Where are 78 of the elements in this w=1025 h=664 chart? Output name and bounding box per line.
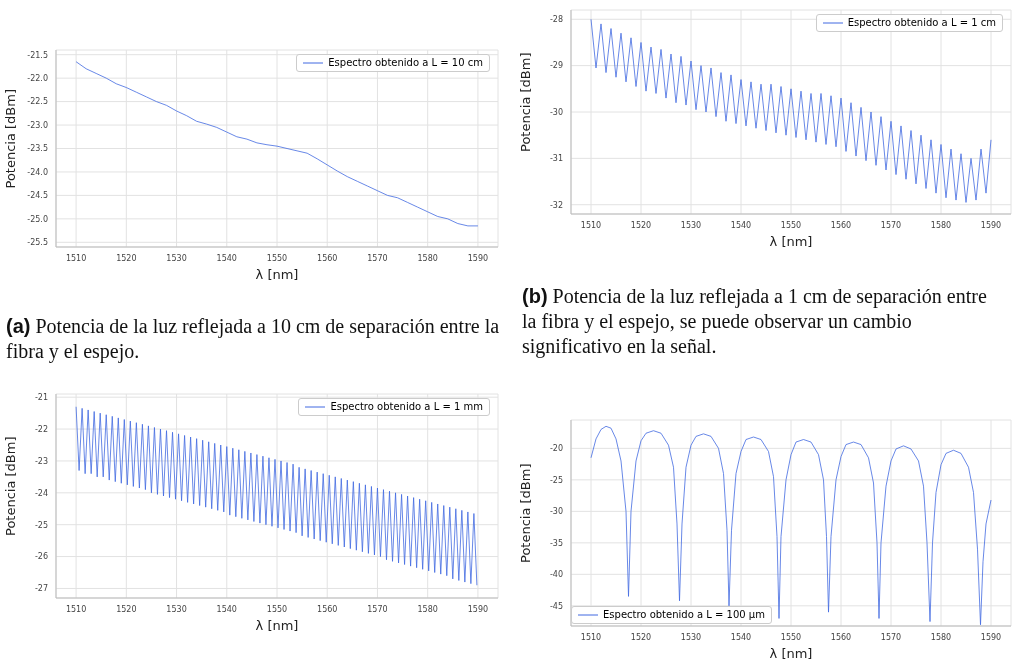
y-tick-label: -30 (549, 107, 563, 117)
x-tick-label: 1540 (730, 632, 752, 642)
x-tick-label: 1530 (166, 253, 187, 263)
x-tick-label: 1590 (467, 253, 489, 263)
x-tick-label: 1590 (467, 604, 489, 614)
y-tick-label: -21 (34, 393, 48, 403)
y-tick-label: -22 (34, 424, 48, 434)
legend-label: Espectro obtenido a L = 1 mm (330, 400, 483, 414)
x-tick-label: 1520 (116, 253, 137, 263)
x-tick-label: 1570 (880, 632, 902, 642)
x-tick-label: 1550 (780, 220, 802, 230)
y-tick-label: -26 (34, 552, 48, 562)
y-tick-label: -23 (34, 456, 48, 466)
y-tick-label: -25.5 (27, 238, 48, 248)
legend-label: Espectro obtenido a L = 10 cm (328, 56, 483, 70)
x-tick-label: 1510 (65, 604, 87, 614)
y-axis-title: Potencia [dBm] (517, 463, 533, 563)
y-tick-label: -23.0 (27, 120, 48, 130)
x-tick-label: 1540 (216, 604, 237, 614)
x-tick-label: 1510 (65, 253, 87, 263)
x-tick-label: 1580 (417, 604, 438, 614)
x-tick-label: 1510 (580, 632, 602, 642)
y-tick-label: -35 (549, 538, 563, 548)
y-axis-title: Potencia [dBm] (2, 89, 18, 189)
y-tick-label: -40 (549, 570, 563, 580)
x-tick-label: 1580 (417, 253, 438, 263)
x-tick-label: 1560 (317, 253, 338, 263)
text: (b) Potencia de la luz reflejada a 1 cm de separación entre la fibra y el espejo, se puede observar un cambio significativo en la señal. (522, 284, 988, 359)
x-axis-title: λ [nm] (255, 618, 299, 633)
line-series (590, 425, 992, 626)
y-tick-label: -29 (549, 61, 563, 71)
text: (a) Potencia de la luz reflejada a 10 cm de separación entre la fibra y el espejo. (6, 314, 501, 364)
x-tick-label: 1540 (216, 253, 237, 263)
legend-label: Espectro obtenido a L = 100 μm (603, 608, 765, 622)
x-tick-label: 1530 (680, 632, 702, 642)
x-tick-label: 1520 (116, 604, 137, 614)
x-tick-label: 1580 (930, 632, 952, 642)
y-tick-label: -31 (549, 154, 563, 164)
y-tick-label: -24.0 (27, 167, 48, 177)
x-tick-label: 1570 (880, 220, 902, 230)
y-tick-label: -20 (549, 444, 563, 454)
y-tick-label: -22.0 (27, 73, 48, 83)
x-tick-label: 1560 (830, 632, 852, 642)
x-tick-label: 1550 (266, 253, 288, 263)
x-axis-title: λ [nm] (769, 646, 813, 661)
x-tick-label: 1530 (680, 220, 702, 230)
x-axis-title: λ [nm] (255, 267, 299, 282)
y-axis-title: Potencia [dBm] (2, 436, 18, 536)
y-axis-title: Potencia [dBm] (517, 52, 533, 152)
y-tick-label: -30 (549, 507, 563, 517)
y-tick-label: -28 (549, 15, 563, 25)
y-tick-label: -45 (549, 601, 563, 611)
y-tick-label: -27 (34, 584, 48, 594)
y-tick-label: -32 (549, 200, 563, 210)
y-tick-label: -22.5 (27, 97, 48, 107)
y-tick-label: -25 (34, 520, 48, 530)
y-tick-label: -24 (34, 488, 48, 498)
x-tick-label: 1570 (367, 604, 388, 614)
x-tick-label: 1580 (930, 220, 952, 230)
x-tick-label: 1550 (780, 632, 802, 642)
x-tick-label: 1520 (630, 632, 652, 642)
x-tick-label: 1590 (980, 220, 1002, 230)
x-tick-label: 1530 (166, 604, 187, 614)
x-tick-label: 1560 (317, 604, 338, 614)
x-tick-label: 1550 (266, 604, 288, 614)
x-tick-label: 1560 (830, 220, 852, 230)
y-tick-label: -21.5 (27, 50, 48, 60)
x-tick-label: 1540 (730, 220, 752, 230)
x-tick-label: 1590 (980, 632, 1002, 642)
x-tick-label: 1510 (580, 220, 602, 230)
legend-label: Espectro obtenido a L = 1 cm (847, 16, 996, 30)
y-tick-label: -25.0 (27, 214, 48, 224)
x-tick-label: 1520 (630, 220, 652, 230)
y-tick-label: -24.5 (27, 191, 48, 201)
y-tick-label: -25 (549, 475, 563, 485)
y-tick-label: -23.5 (27, 144, 48, 154)
x-tick-label: 1570 (367, 253, 388, 263)
x-axis-title: λ [nm] (769, 234, 813, 249)
